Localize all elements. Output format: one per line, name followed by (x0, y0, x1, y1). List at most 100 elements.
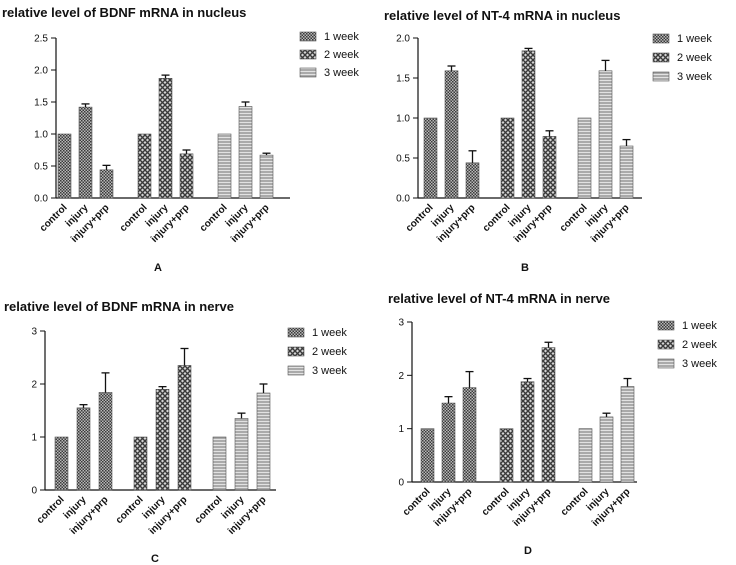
bar (99, 169, 114, 199)
panel-label: A (154, 262, 162, 274)
x-tick-label: control (198, 202, 230, 234)
bar (444, 70, 459, 199)
bar (541, 347, 556, 483)
bar (420, 428, 435, 483)
x-tick-label: control (35, 494, 67, 526)
y-tick-label: 1.0 (396, 114, 410, 125)
legend-label: 2 week (677, 52, 712, 64)
bar (620, 386, 635, 483)
x-tick-label: control (193, 494, 225, 526)
bar (619, 145, 634, 199)
legend-label: 1 week (312, 327, 347, 339)
y-tick-label: 2.0 (396, 34, 410, 45)
y-tick-label: 3 (398, 318, 404, 329)
y-tick-label: 0 (31, 486, 37, 497)
x-tick-label: control (114, 494, 146, 526)
y-tick-label: 2.5 (34, 34, 48, 45)
legend-label: 3 week (324, 67, 359, 79)
bar (76, 407, 91, 491)
bar-chart: 0.00.51.01.52.02.5controlinjuryinjury+pr… (34, 31, 359, 245)
legend-swatch (287, 365, 305, 376)
bar (57, 133, 72, 199)
bar (598, 70, 613, 199)
bar (542, 136, 557, 199)
y-tick-label: 1.0 (34, 130, 48, 141)
panel-b: relative level of NT-4 mRNA in nucleus 0… (368, 0, 736, 281)
panel-a: relative level of BDNF mRNA in nucleus 0… (0, 0, 368, 281)
y-tick-label: 0.5 (396, 154, 410, 165)
legend-swatch (299, 31, 317, 42)
panel-label: D (524, 545, 532, 557)
legend-label: 3 week (312, 365, 347, 377)
y-tick-label: 3 (31, 327, 37, 338)
bar (578, 428, 593, 483)
bar (520, 381, 535, 483)
bar (465, 162, 480, 199)
chart-title: relative level of BDNF mRNA in nerve (4, 299, 234, 314)
bar (462, 387, 477, 483)
legend-swatch (287, 327, 305, 338)
legend-swatch (657, 339, 675, 350)
panel-label: B (521, 262, 529, 274)
chart-title: relative level of BDNF mRNA in nucleus (2, 5, 247, 20)
panel-d: relative level of NT-4 mRNA in nerve 0 1 2… (368, 281, 736, 562)
chart-title: relative level of NT-4 mRNA in nucleus (384, 8, 621, 23)
legend-label: 1 week (324, 31, 359, 43)
bar (259, 154, 274, 199)
legend-swatch (657, 358, 675, 369)
legend-swatch (287, 346, 305, 357)
legend-swatch (652, 52, 670, 63)
legend-label: 3 week (677, 71, 712, 83)
bar (137, 133, 152, 199)
x-tick-label: control (118, 202, 150, 234)
bar (599, 416, 614, 483)
y-tick-label: 1 (398, 424, 404, 435)
bar (521, 50, 536, 199)
legend-label: 3 week (682, 358, 717, 370)
bar (238, 106, 253, 199)
x-tick-label: control (558, 202, 590, 234)
bar (499, 428, 514, 483)
y-tick-label: 2 (398, 371, 404, 382)
bar (133, 436, 148, 491)
bar (179, 153, 194, 199)
y-tick-label: 1.5 (34, 98, 48, 109)
y-tick-label: 0.0 (34, 194, 48, 205)
legend-label: 1 week (682, 320, 717, 332)
x-tick-label: control (559, 486, 591, 518)
legend-swatch (652, 33, 670, 44)
bar (423, 117, 438, 199)
y-tick-label: 2 (31, 380, 37, 391)
bar (212, 436, 227, 491)
bar (177, 365, 192, 491)
bar (256, 392, 271, 491)
y-tick-label: 0.0 (396, 194, 410, 205)
x-tick-label: control (481, 202, 513, 234)
bar (78, 106, 93, 199)
legend-label: 2 week (324, 49, 359, 61)
legend-swatch (657, 320, 675, 331)
legend-label: 2 week (682, 339, 717, 351)
x-tick-label: control (480, 486, 512, 518)
chart-title: relative level of NT-4 mRNA in nerve (388, 291, 611, 306)
y-tick-label: 0 (398, 478, 404, 489)
legend-label: 1 week (677, 33, 712, 45)
legend-swatch (299, 67, 317, 78)
bar (54, 436, 69, 491)
y-tick-label: 2.0 (34, 66, 48, 77)
bar (98, 392, 113, 491)
legend-label: 2 week (312, 346, 347, 358)
bar (155, 389, 170, 491)
panel-label: C (151, 553, 159, 565)
bar (158, 78, 173, 199)
bar (577, 117, 592, 199)
panel-c: relative level of BDNF mRNA in nerve 0 1 2… (0, 281, 368, 565)
y-tick-label: 1.5 (396, 74, 410, 85)
bar (217, 133, 232, 199)
y-tick-label: 1 (31, 433, 37, 444)
legend-swatch (299, 49, 317, 60)
bar (441, 402, 456, 483)
